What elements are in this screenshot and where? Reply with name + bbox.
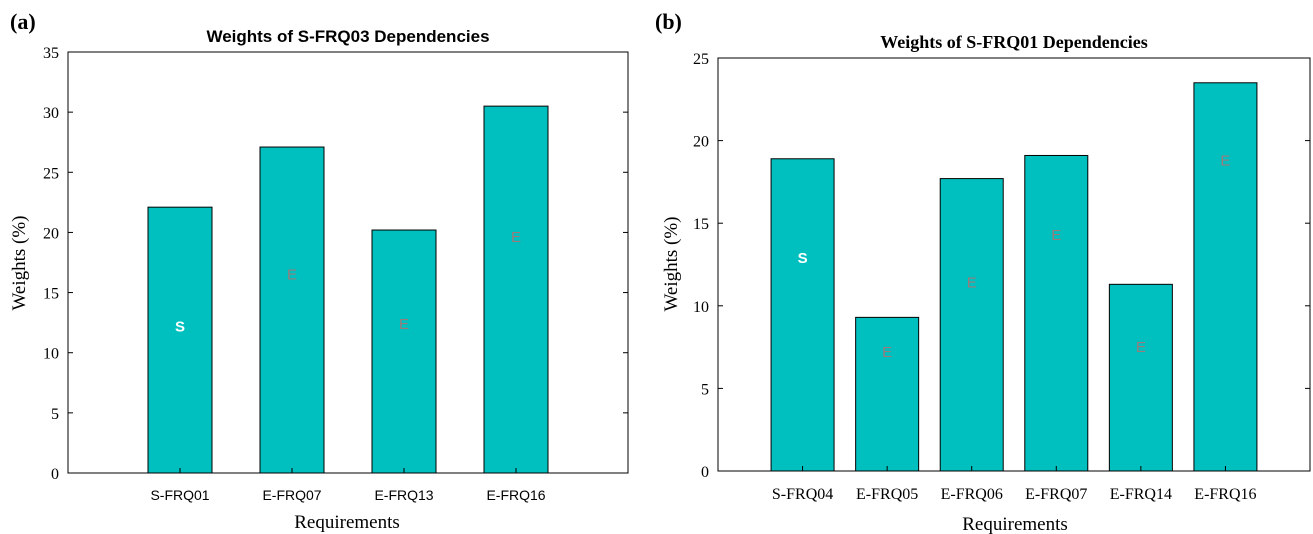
x-tick-label-b-1: S-FRQ04 xyxy=(772,486,833,503)
chart-panel-a: (a) Weights of S-FRQ03 Dependencies Requ… xyxy=(9,9,629,533)
y-axis-label-b: Weights (%) xyxy=(661,216,682,311)
y-tick-label-a-5: 5 xyxy=(51,406,59,423)
y-tick-label-a-30: 30 xyxy=(43,105,59,122)
x-tick-label-a-1: S-FRQ01 xyxy=(150,487,209,503)
bar-a-e-frq13 xyxy=(371,229,437,474)
bar-label-b-1: S xyxy=(798,250,808,267)
plot-area-b: S S-FRQ04 E E-FRQ05 E E-FRQ06 E E-FRQ07 E E-FRQ14… xyxy=(693,51,1311,503)
y-tick-label-b-15: 15 xyxy=(693,216,709,233)
y-tick-label-b-5: 5 xyxy=(701,381,709,398)
y-tick-label-a-10: 10 xyxy=(43,346,59,363)
axes-box-a xyxy=(67,51,629,474)
bar-label-b-6: E xyxy=(1220,152,1230,169)
x-tick-label-a-2: E-FRQ07 xyxy=(262,487,321,503)
bar-label-a-1: S xyxy=(175,318,185,335)
panel-label-b: (b) xyxy=(655,9,682,34)
x-tick-label-b-2: E-FRQ05 xyxy=(856,486,918,503)
x-tick-label-b-4: E-FRQ07 xyxy=(1025,486,1087,503)
bar-label-b-5: E xyxy=(1136,339,1146,356)
y-tick-label-b-0: 0 xyxy=(701,464,709,481)
chart-title-a: Weights of S-FRQ03 Dependencies xyxy=(206,27,489,46)
y-tick-label-a-15: 15 xyxy=(43,286,59,303)
x-tick-label-b-3: E-FRQ06 xyxy=(941,486,1003,503)
x-tick-label-a-3: E-FRQ13 xyxy=(374,487,433,503)
y-tick-label-a-25: 25 xyxy=(43,165,59,182)
y-axis-label-a: Weights (%) xyxy=(9,215,30,310)
bar-label-a-4: E xyxy=(511,229,521,246)
y-tick-label-a-20: 20 xyxy=(43,225,59,242)
bar-label-b-4: E xyxy=(1051,227,1061,244)
bar-b-e-frq05 xyxy=(855,316,920,472)
bar-b-e-frq07 xyxy=(1024,154,1089,472)
bar-label-b-3: E xyxy=(967,275,977,292)
y-tick-label-b-25: 25 xyxy=(693,51,709,68)
bar-label-a-3: E xyxy=(399,316,409,333)
axes-box-b xyxy=(717,57,1311,472)
bar-b-e-frq06 xyxy=(939,178,1004,472)
plot-area-a: S S-FRQ01 E E-FRQ07 E E-FRQ13 E E-FRQ16 0 5 10 15 20… xyxy=(43,45,629,503)
bar-b-s-frq04 xyxy=(770,158,835,472)
bar-label-b-2: E xyxy=(882,344,892,361)
x-tick-label-b-6: E-FRQ16 xyxy=(1194,486,1256,503)
x-axis-label-b: Requirements xyxy=(962,514,1068,534)
y-tick-label-a-0: 0 xyxy=(51,466,59,483)
chart-title-b: Weights of S-FRQ01 Dependencies xyxy=(880,32,1148,52)
bar-b-e-frq16 xyxy=(1193,82,1258,472)
x-tick-label-b-5: E-FRQ14 xyxy=(1110,486,1172,503)
y-tick-label-b-20: 20 xyxy=(693,134,709,151)
bar-a-e-frq07 xyxy=(259,146,325,474)
bar-a-e-frq16 xyxy=(483,105,549,474)
y-tick-label-a-35: 35 xyxy=(43,45,59,62)
bar-a-s-frq01 xyxy=(147,206,213,474)
bar-label-a-2: E xyxy=(287,267,297,284)
bar-b-e-frq14 xyxy=(1108,283,1173,472)
x-axis-label-a: Requirements xyxy=(294,512,400,533)
y-tick-label-b-10: 10 xyxy=(693,299,709,316)
panel-label-a: (a) xyxy=(10,9,36,34)
x-tick-label-a-4: E-FRQ16 xyxy=(486,487,545,503)
chart-panel-b: (b) Weights of S-FRQ01 Dependencies Requ… xyxy=(655,9,1311,534)
